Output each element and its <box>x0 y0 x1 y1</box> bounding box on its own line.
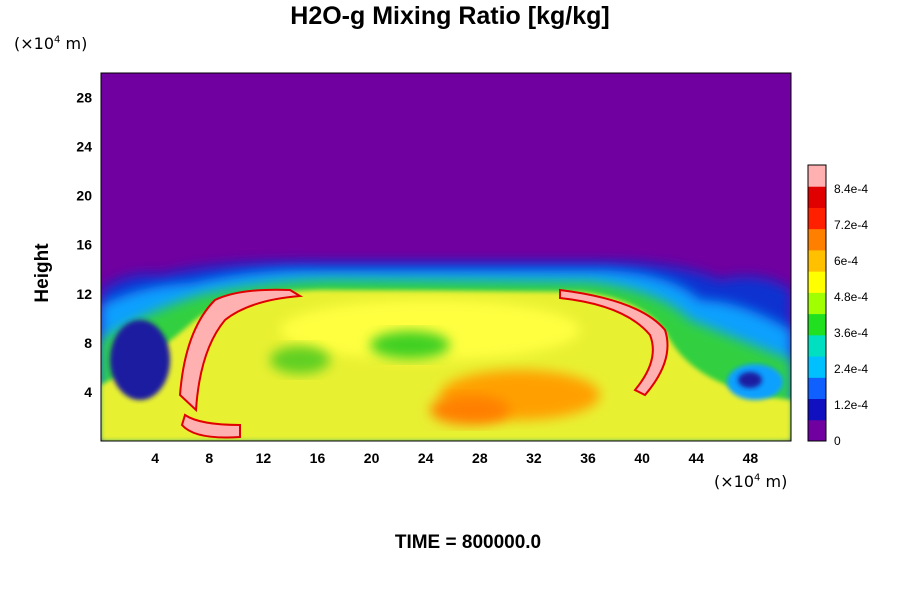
colorbar-swatch <box>808 271 826 293</box>
colorbar-swatch <box>808 207 826 230</box>
x-tick-label: 48 <box>743 450 759 466</box>
green-eddy-center <box>370 331 450 359</box>
x-axis-unit: (×104 m) <box>714 472 788 491</box>
colorbar-swatch <box>808 249 826 272</box>
colorbar-labels: 0 1.2e-4 2.4e-4 3.6e-4 4.8e-4 6e-4 7.2e-4 8.4e-… <box>834 182 868 448</box>
colorbar-swatch <box>808 313 826 336</box>
colorbar-label: 6e-4 <box>834 254 858 268</box>
x-tick-label: 32 <box>526 450 542 466</box>
heatmap-field <box>101 73 791 441</box>
colorbar-swatch <box>808 165 826 187</box>
green-eddy-left <box>270 346 330 374</box>
colorbar-swatch <box>808 292 826 315</box>
colorbar-swatch <box>808 377 826 400</box>
y-tick-label: 12 <box>76 286 92 302</box>
colorbar-label: 1.2e-4 <box>834 398 868 412</box>
colorbar-swatch <box>808 228 826 251</box>
cloud-rim-right <box>559 288 669 397</box>
cloud-rim-left <box>178 288 304 413</box>
colorbar-swatch <box>808 419 826 442</box>
colorbar-swatch <box>808 356 826 378</box>
y-tick-label: 28 <box>76 90 92 106</box>
colorbar-frame <box>807 164 827 442</box>
moist-core-bright <box>280 300 580 360</box>
x-tick-label: 4 <box>151 450 159 466</box>
colorbar-swatch <box>808 186 826 208</box>
y-axis-unit: (×104 m) <box>14 34 88 53</box>
orange-swirl <box>430 395 510 425</box>
y-tick-label: 20 <box>76 188 92 204</box>
y-tick-label: 4 <box>84 384 92 400</box>
eddy-left-dark <box>110 320 170 400</box>
colorbar-swatch <box>808 398 826 421</box>
x-tick-label: 40 <box>634 450 650 466</box>
colorbar-swatch <box>808 334 826 357</box>
colorbar-label: 0 <box>834 434 841 448</box>
colorbar-label: 8.4e-4 <box>834 182 868 196</box>
y-tick-label: 8 <box>84 335 92 351</box>
colorbar-label: 2.4e-4 <box>834 362 868 376</box>
x-tick-label: 24 <box>418 450 434 466</box>
cloud-rim-base <box>180 413 241 439</box>
x-tick-label: 28 <box>472 450 488 466</box>
plot-frame <box>100 72 792 442</box>
time-label: TIME = 800000.0 <box>394 532 542 553</box>
colorbar-label: 3.6e-4 <box>834 326 868 340</box>
eddy-right-core <box>738 372 762 388</box>
x-tick-label: 36 <box>580 450 596 466</box>
colorbar-label: 7.2e-4 <box>834 218 868 232</box>
chart-title: H2O-g Mixing Ratio [kg/kg] <box>290 2 610 30</box>
y-tick-label: 24 <box>76 139 92 155</box>
moist-core-yellow <box>101 290 791 441</box>
x-tick-label: 8 <box>205 450 213 466</box>
x-tick-label: 20 <box>364 450 380 466</box>
x-tick-labels: 4 8 12 16 20 24 28 32 36 40 44 48 <box>151 450 758 466</box>
x-tick-label: 16 <box>310 450 326 466</box>
colorbar-label: 4.8e-4 <box>834 290 868 304</box>
x-tick-label: 12 <box>256 450 272 466</box>
x-tick-label: 44 <box>689 450 705 466</box>
colorbar <box>807 164 827 442</box>
y-tick-labels: 4 8 12 16 20 24 28 <box>76 90 92 400</box>
y-tick-label: 16 <box>76 237 92 253</box>
